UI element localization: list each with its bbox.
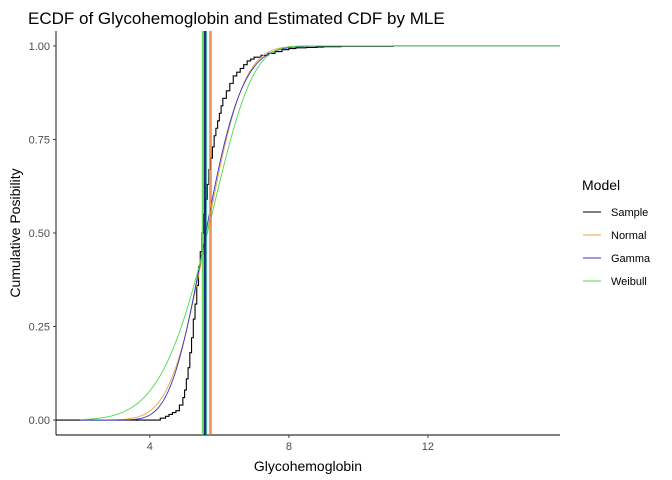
y-tick-label: 0.50 xyxy=(29,228,50,240)
series-sample-line xyxy=(56,45,560,421)
y-axis-title: Cumulative Posibility xyxy=(7,168,23,297)
legend-label-sample: Sample xyxy=(611,207,648,219)
legend-label-weibull: Weibull xyxy=(611,276,647,288)
legend-title: Model xyxy=(582,177,620,193)
x-tick-label: 4 xyxy=(147,441,153,453)
series-weibull-line xyxy=(80,45,560,421)
y-tick-label: 0.75 xyxy=(29,134,50,146)
legend-label-normal: Normal xyxy=(611,230,646,242)
y-tick-label: 1.00 xyxy=(29,41,50,53)
x-axis-title: Glycohemoglobin xyxy=(254,458,362,474)
y-tick-label: 0.00 xyxy=(29,415,50,427)
chart-title: ECDF of Glycohemoglobin and Estimated CD… xyxy=(28,9,445,28)
plot-area: 0.00 0.25 0.50 0.75 1.00 4 8 12 xyxy=(29,31,560,453)
x-tick-label: 8 xyxy=(286,441,292,453)
legend-label-gamma: Gamma xyxy=(611,253,651,265)
legend: Model Sample Normal Gamma Weibull xyxy=(582,177,651,288)
y-tick-label: 0.25 xyxy=(29,322,50,334)
x-tick-label: 12 xyxy=(422,441,434,453)
